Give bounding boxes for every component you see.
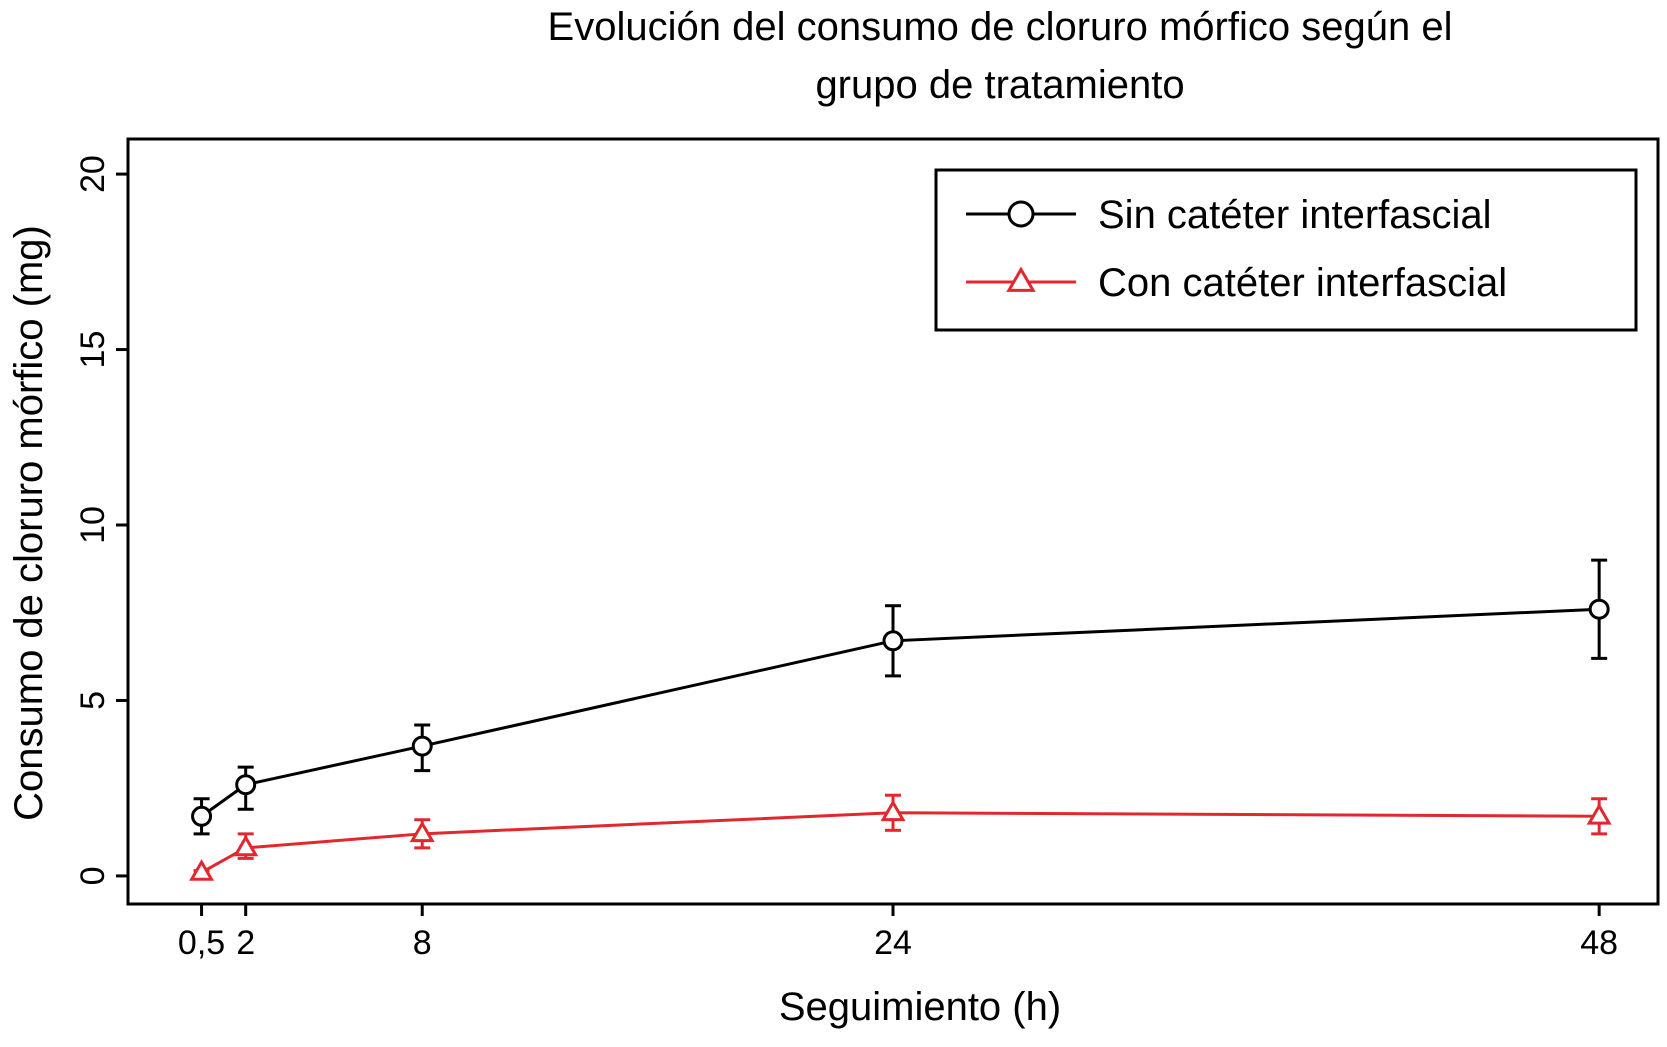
y-tick-label: 10 <box>74 506 112 544</box>
x-tick-label: 24 <box>874 924 912 962</box>
chart-title-line-1: Evolución del consumo de cloruro mórfico… <box>548 5 1453 49</box>
series-line <box>200 811 1600 874</box>
x-tick-label: 2 <box>236 924 255 962</box>
data-point-triangle <box>409 820 435 843</box>
data-point-triangle <box>189 859 215 881</box>
data-point-triangle <box>233 834 259 857</box>
y-tick-label: 20 <box>74 155 112 193</box>
x-tick-label: 8 <box>413 924 432 962</box>
series-layer <box>189 558 1612 881</box>
x-axis-title: Seguimiento (h) <box>779 985 1061 1029</box>
data-point-circle <box>1588 598 1610 620</box>
data-point-circle <box>882 630 904 652</box>
legend-label: Con catéter interfascial <box>1098 261 1507 305</box>
series-1 <box>189 793 1612 881</box>
data-point-triangle <box>1006 266 1036 292</box>
legend: Sin catéter interfascial Con catéter inte… <box>934 168 1638 332</box>
legend-label: Sin catéter interfascial <box>1098 193 1492 237</box>
data-point-triangle <box>1586 803 1612 825</box>
chart-title-line-2: grupo de tratamiento <box>815 63 1184 107</box>
y-axis: 0 5 10 15 20 <box>74 155 128 885</box>
data-point-circle <box>411 735 433 757</box>
y-tick-label: 0 <box>74 866 112 885</box>
legend-items: Sin catéter interfascial Con catéter inte… <box>966 193 1507 305</box>
data-point-circle <box>1007 200 1035 228</box>
x-axis: 0,5 2 8 24 48 <box>178 904 1618 962</box>
data-point-circle <box>191 805 213 827</box>
data-point-circle <box>235 774 257 796</box>
y-tick-label: 15 <box>74 331 112 369</box>
data-point-triangle <box>880 799 906 822</box>
y-axis-title: Consumo de cloruro mórfico (mg) <box>7 225 51 821</box>
y-tick-label: 5 <box>74 691 112 710</box>
x-tick-label: 48 <box>1580 924 1618 962</box>
x-tick-label: 0,5 <box>178 924 225 962</box>
series-0 <box>191 558 1610 836</box>
legend-box <box>934 168 1638 332</box>
